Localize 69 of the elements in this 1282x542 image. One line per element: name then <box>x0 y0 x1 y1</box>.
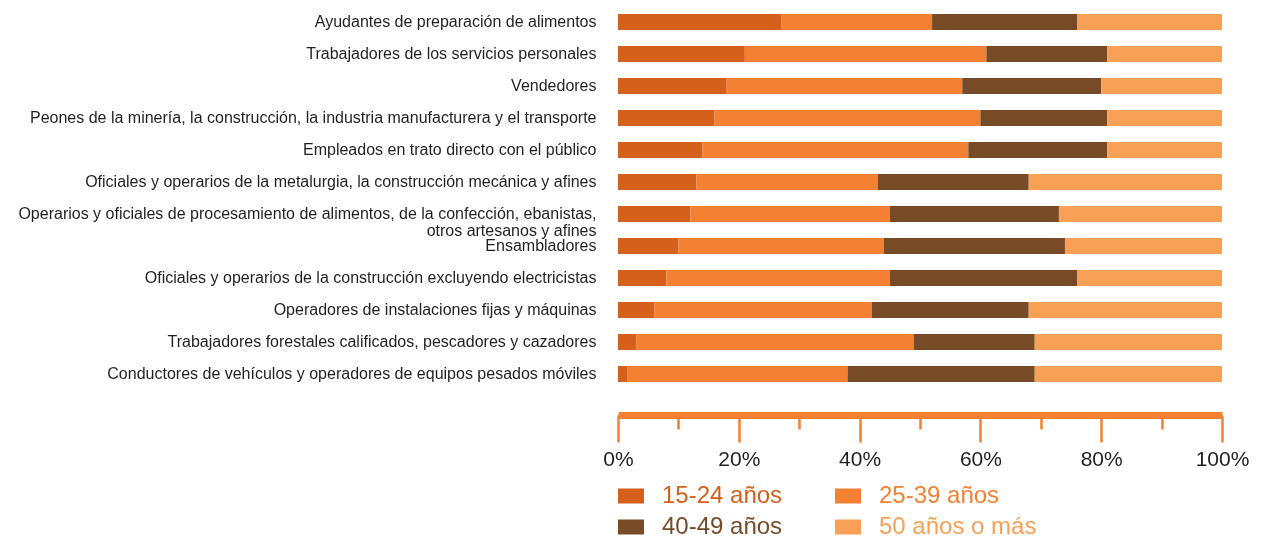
bar <box>1064 238 1222 254</box>
bar <box>618 46 745 62</box>
y-tick-label: Trabajadores forestales calificados, pescadores y cazadores <box>167 333 597 350</box>
bar <box>618 110 715 126</box>
bar <box>654 302 872 318</box>
bar <box>618 78 727 94</box>
bar <box>1077 270 1222 286</box>
bar <box>618 238 679 254</box>
y-tick-label: Oficiales y operarios de la metalurgia, la construcción mecánica y afines <box>85 173 597 190</box>
x-tick-label: 0% <box>603 446 634 470</box>
bar <box>726 78 963 94</box>
y-tick-label: Operadores de instalaciones fijas y máquinas <box>273 301 597 318</box>
x-tick-label: 100% <box>1195 446 1250 470</box>
bar <box>913 334 1035 350</box>
bar <box>889 270 1078 286</box>
bar <box>871 302 1029 318</box>
y-tick-label: Empleados en trato directo con el público <box>302 141 597 158</box>
bar <box>883 238 1065 254</box>
bar <box>618 302 655 318</box>
y-tick-label: Trabajadores de los servicios personales <box>306 45 597 62</box>
bar <box>636 334 914 350</box>
bar <box>702 142 969 158</box>
bar <box>877 174 1029 190</box>
bar <box>618 142 703 158</box>
bar <box>1028 174 1222 190</box>
y-tick-label: Vendedores <box>511 77 597 94</box>
bar <box>889 206 1059 222</box>
legend-label: 40-49 años <box>662 512 783 539</box>
bar <box>618 270 667 286</box>
bar <box>618 366 628 382</box>
bar <box>1034 366 1222 382</box>
bar <box>618 206 691 222</box>
bar <box>968 142 1108 158</box>
y-tick-label: Conductores de vehículos y operadores de equipos pesados móviles <box>107 365 597 382</box>
bar <box>690 206 890 222</box>
bar <box>962 78 1102 94</box>
y-tick-label: Operarios y oficiales de procesamiento de alimentos, de la confección, ebanistas, otros artesanos y afines <box>18 205 597 239</box>
y-tick-label: Oficiales y operarios de la construcción excluyendo electricistas <box>144 269 597 286</box>
x-tick-label: 20% <box>718 446 761 470</box>
bar <box>781 14 933 30</box>
y-tick-label: Peones de la minería, la construcción, la industria manufacturera y el transporte <box>29 109 597 126</box>
x-tick-label: 80% <box>1080 446 1123 470</box>
bar <box>1058 206 1222 222</box>
bar <box>1107 142 1222 158</box>
bar <box>980 110 1108 126</box>
bar <box>744 46 987 62</box>
bar <box>696 174 878 190</box>
bar <box>627 366 848 382</box>
bar <box>847 366 1035 382</box>
bar <box>1107 110 1222 126</box>
bar <box>666 270 890 286</box>
bar <box>1034 334 1222 350</box>
y-tick-label: Ayudantes de preparación de alimentos <box>314 13 597 30</box>
bar <box>678 238 884 254</box>
bar <box>1028 302 1222 318</box>
bar <box>618 14 782 30</box>
legend-label: 50 años o más <box>879 512 1037 539</box>
legend-label: 15-24 años <box>662 481 783 508</box>
legend-label: 25-39 años <box>879 481 1000 508</box>
bar <box>618 334 637 350</box>
x-tick-label: 60% <box>959 446 1002 470</box>
bar <box>1077 14 1222 30</box>
bar <box>932 14 1078 30</box>
bar <box>986 46 1108 62</box>
x-tick-label: 40% <box>839 446 882 470</box>
bar <box>1101 78 1222 94</box>
bar <box>1107 46 1222 62</box>
bar <box>714 110 981 126</box>
bar <box>618 174 697 190</box>
